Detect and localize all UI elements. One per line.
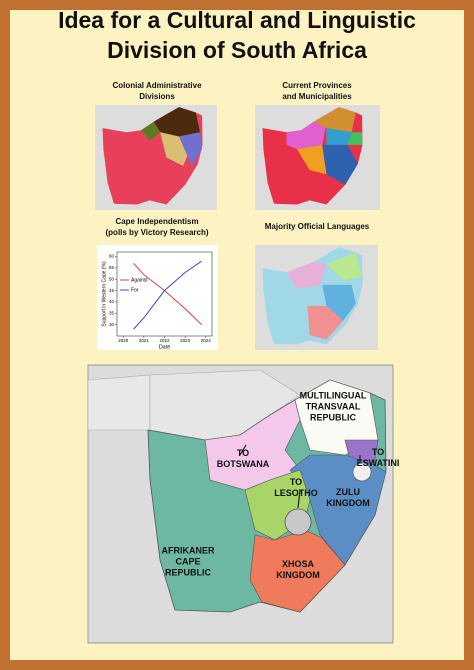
y-tick-label: 55 [109, 265, 115, 270]
x-tick-label: 2024 [201, 338, 212, 343]
map-label: ESWATINI [357, 458, 400, 468]
map-label: CAPE [175, 556, 200, 566]
map-label: TO [237, 448, 249, 458]
y-tick-label: 40 [109, 299, 115, 304]
map-label: LESOTHO [274, 488, 318, 498]
y-tick-label: 60 [109, 254, 115, 259]
map-label: REPUBLIC [165, 567, 212, 577]
series-line [133, 260, 202, 330]
x-tick-label: 2022 [159, 338, 170, 343]
x-tick-label: 2023 [180, 338, 191, 343]
languages-map [255, 245, 378, 350]
y-tick-label: 45 [109, 288, 115, 293]
title: Idea for a Cultural and Linguistic [58, 7, 416, 33]
map-label: KINGDOM [276, 570, 320, 580]
map-label: TO [372, 447, 384, 457]
y-tick-label: 30 [109, 322, 115, 327]
panel-title: Colonial Administrative [112, 81, 202, 90]
map-label: MULTILINGUAL [300, 390, 367, 400]
panel-title: Cape Independentism [115, 217, 198, 226]
main-map [87, 364, 394, 644]
map-label: BOTSWANA [217, 459, 270, 469]
x-tick-label: 2020 [118, 338, 129, 343]
provinces-map [255, 105, 380, 210]
map-label: ZULU [336, 487, 360, 497]
map-label: AFRIKANER [162, 545, 215, 555]
y-tick-label: 35 [109, 310, 115, 315]
panel-title: (polls by Victory Research) [106, 228, 209, 237]
map-label: TRANSVAAL [306, 401, 361, 411]
map-label: XHOSA [282, 559, 315, 569]
panel-title: and Municipalities [282, 92, 352, 101]
chart-panel [97, 245, 218, 350]
map-label: KINGDOM [326, 498, 370, 508]
map-label: REPUBLIC [310, 412, 357, 422]
panel-title: Majority Official Languages [265, 222, 370, 231]
legend-label: For [131, 287, 139, 293]
colonial-map [95, 105, 217, 210]
x-tick-label: 2021 [139, 338, 150, 343]
title: Division of South Africa [107, 37, 367, 63]
y-tick-label: 50 [109, 276, 115, 281]
legend-label: Against [131, 277, 148, 283]
x-axis-label: Date [159, 344, 171, 350]
panel-title: Current Provinces [282, 81, 352, 90]
map-label: TO [290, 477, 302, 487]
y-axis-label: Support in Western Cape (%) [101, 261, 107, 327]
panel-title: Divisions [139, 92, 175, 101]
